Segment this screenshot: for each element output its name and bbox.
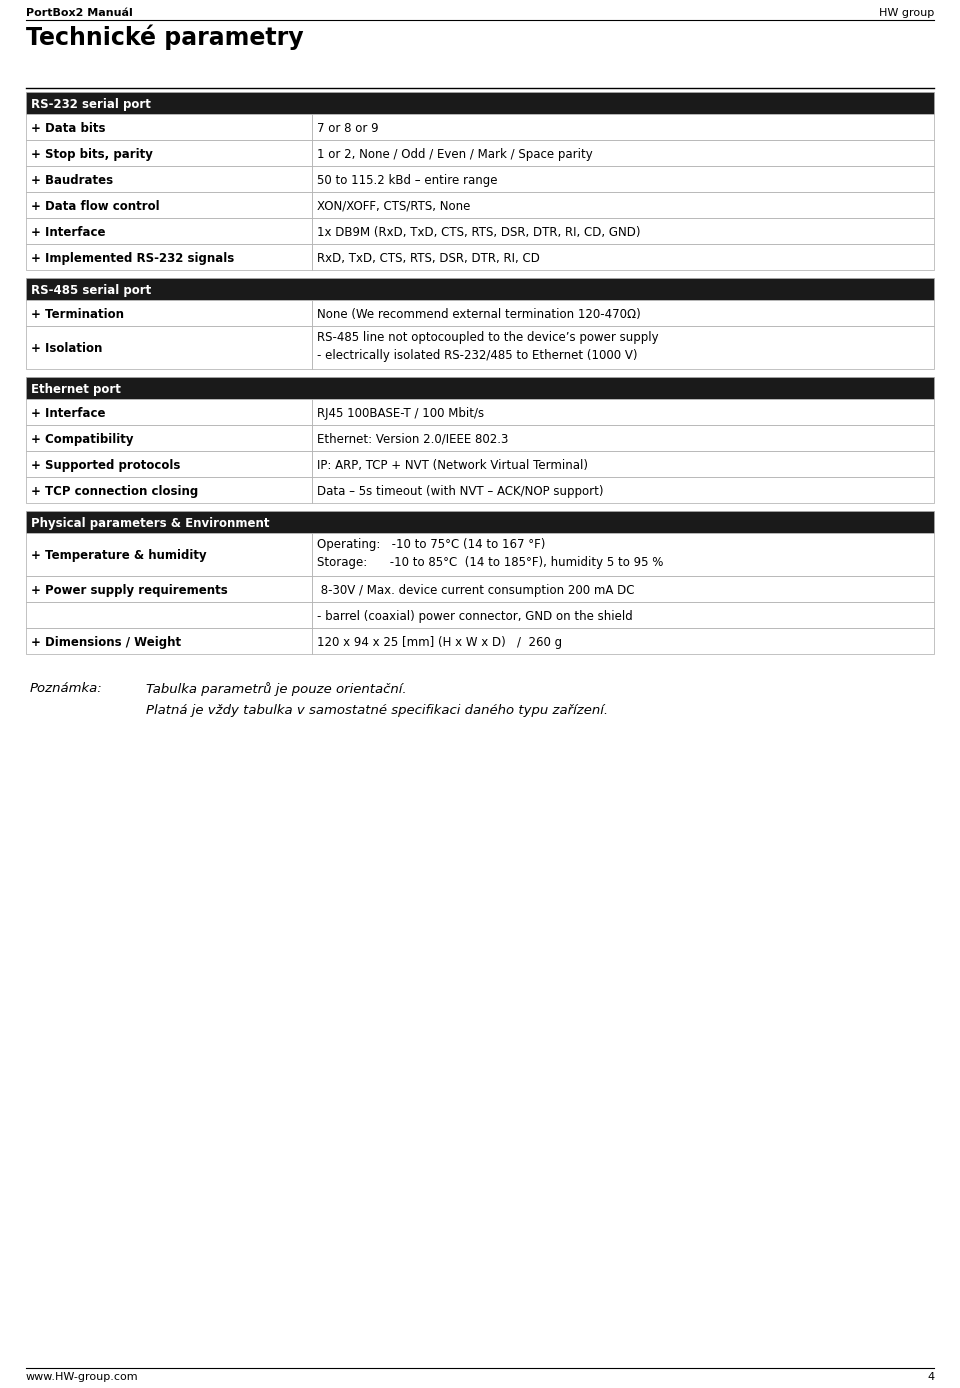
Text: PortBox2 Manuál: PortBox2 Manuál (26, 8, 132, 18)
Text: Tabulka parametrů je pouze orientační.: Tabulka parametrů je pouze orientační. (146, 682, 406, 695)
Bar (312, 167, 934, 192)
Bar (312, 425, 934, 451)
Bar (26, 326, 312, 369)
Text: HW group: HW group (878, 8, 934, 18)
Text: IP: ARP, TCP + NVT (Network Virtual Terminal): IP: ARP, TCP + NVT (Network Virtual Term… (317, 458, 588, 472)
Bar (312, 192, 934, 218)
Bar (26, 602, 312, 627)
Text: + Implemented RS-232 signals: + Implemented RS-232 signals (31, 251, 234, 265)
Text: + TCP connection closing: + TCP connection closing (31, 484, 198, 497)
Text: www.HW-group.com: www.HW-group.com (26, 1371, 138, 1382)
Text: RS-232 serial port: RS-232 serial port (31, 97, 151, 111)
Bar (312, 218, 934, 244)
Bar (26, 140, 312, 167)
Text: 1x DB9M (RxD, TxD, CTS, RTS, DSR, DTR, RI, CD, GND): 1x DB9M (RxD, TxD, CTS, RTS, DSR, DTR, R… (317, 225, 640, 239)
Text: RxD, TxD, CTS, RTS, DSR, DTR, RI, CD: RxD, TxD, CTS, RTS, DSR, DTR, RI, CD (317, 251, 540, 265)
Text: Technické parametry: Technické parametry (26, 24, 303, 50)
Text: Data – 5s timeout (with NVT – ACK/NOP support): Data – 5s timeout (with NVT – ACK/NOP su… (317, 484, 604, 497)
Bar (312, 451, 934, 477)
Text: Operating:   -10 to 75°C (14 to 167 °F)
Storage:      -10 to 85°C  (14 to 185°F): Operating: -10 to 75°C (14 to 167 °F) St… (317, 539, 663, 569)
Bar (26, 114, 312, 140)
Bar (26, 477, 312, 502)
Bar (26, 244, 312, 271)
Bar (26, 218, 312, 244)
Text: Ethernet: Version 2.0/IEEE 802.3: Ethernet: Version 2.0/IEEE 802.3 (317, 433, 509, 446)
Bar (312, 576, 934, 602)
Bar (26, 533, 312, 576)
Text: + Temperature & humidity: + Temperature & humidity (31, 550, 206, 562)
Bar (26, 167, 312, 192)
Bar (312, 477, 934, 502)
Text: 50 to 115.2 kBd – entire range: 50 to 115.2 kBd – entire range (317, 174, 497, 186)
Text: RJ45 100BASE-T / 100 Mbit/s: RJ45 100BASE-T / 100 Mbit/s (317, 407, 484, 419)
Bar (312, 244, 934, 271)
Text: + Data flow control: + Data flow control (31, 200, 159, 212)
Text: + Termination: + Termination (31, 308, 124, 321)
Text: + Supported protocols: + Supported protocols (31, 458, 180, 472)
Text: - barrel (coaxial) power connector, GND on the shield: - barrel (coaxial) power connector, GND … (317, 609, 633, 622)
Bar (312, 602, 934, 627)
Text: XON/XOFF, CTS/RTS, None: XON/XOFF, CTS/RTS, None (317, 200, 470, 212)
Text: Poznámka:: Poznámka: (30, 682, 103, 695)
Text: 7 or 8 or 9: 7 or 8 or 9 (317, 122, 378, 135)
Text: Platná je vždy tabulka v samostatné specifikaci daného typu zařízení.: Platná je vždy tabulka v samostatné spec… (146, 704, 608, 718)
Bar (312, 326, 934, 369)
Bar (312, 140, 934, 167)
Bar (26, 192, 312, 218)
Text: 120 x 94 x 25 [mm] (H x W x D)   /  260 g: 120 x 94 x 25 [mm] (H x W x D) / 260 g (317, 636, 563, 648)
Text: + Isolation: + Isolation (31, 341, 103, 355)
Text: + Stop bits, parity: + Stop bits, parity (31, 147, 153, 161)
Bar (26, 300, 312, 326)
Text: + Interface: + Interface (31, 225, 106, 239)
Text: + Compatibility: + Compatibility (31, 433, 133, 446)
Bar (312, 300, 934, 326)
Text: + Interface: + Interface (31, 407, 106, 419)
Bar (26, 425, 312, 451)
Text: RS-485 serial port: RS-485 serial port (31, 283, 151, 297)
Bar (26, 278, 934, 300)
Text: + Power supply requirements: + Power supply requirements (31, 583, 228, 597)
Text: + Data bits: + Data bits (31, 122, 106, 135)
Text: + Baudrates: + Baudrates (31, 174, 113, 186)
Text: RS-485 line not optocoupled to the device’s power supply
- electrically isolated: RS-485 line not optocoupled to the devic… (317, 330, 659, 361)
Bar (312, 114, 934, 140)
Text: 4: 4 (927, 1371, 934, 1382)
Text: 8-30V / Max. device current consumption 200 mA DC: 8-30V / Max. device current consumption … (317, 583, 635, 597)
Bar (312, 627, 934, 654)
Text: Physical parameters & Environment: Physical parameters & Environment (31, 516, 270, 529)
Text: None (We recommend external termination 120-470Ω): None (We recommend external termination … (317, 308, 640, 321)
Bar (312, 533, 934, 576)
Bar (26, 627, 312, 654)
Bar (26, 378, 934, 398)
Text: 1 or 2, None / Odd / Even / Mark / Space parity: 1 or 2, None / Odd / Even / Mark / Space… (317, 147, 592, 161)
Text: Ethernet port: Ethernet port (31, 383, 121, 396)
Bar (312, 398, 934, 425)
Bar (26, 398, 312, 425)
Bar (26, 92, 934, 114)
Bar (26, 511, 934, 533)
Text: + Dimensions / Weight: + Dimensions / Weight (31, 636, 181, 648)
Bar (26, 576, 312, 602)
Bar (26, 451, 312, 477)
